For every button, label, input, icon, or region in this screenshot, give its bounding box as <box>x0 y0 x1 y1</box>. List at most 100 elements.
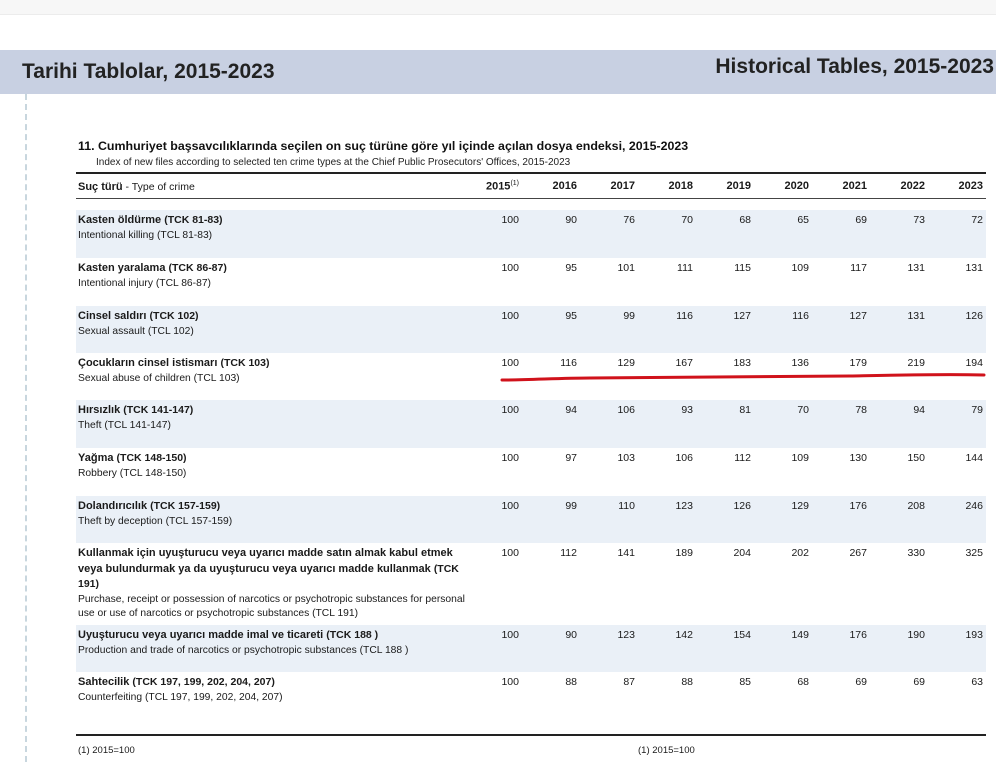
year-header-text: 2022 <box>900 180 925 192</box>
value-cell-2020: 116 <box>792 310 809 322</box>
year-header-2020: 2020 <box>749 180 809 192</box>
value-cell-2022: 208 <box>907 500 925 512</box>
value-cell-2015: 100 <box>501 214 519 226</box>
column-label-sep: - <box>122 181 132 193</box>
value-cell-2020: 109 <box>791 262 809 274</box>
banner-title-en: Historical Tables, 2015-2023 <box>715 55 994 78</box>
value-cell-2021: 127 <box>849 310 867 322</box>
value-cell-2019: 154 <box>733 629 751 641</box>
crime-name-en: Robbery (TCL 148-150) <box>78 467 187 479</box>
value-cell-2023: 126 <box>965 310 983 322</box>
banner-title-tr: Tarihi Tablolar, 2015-2023 <box>22 60 275 83</box>
value-cell-2017: 101 <box>617 262 635 274</box>
crime-name-tr: Çocukların cinsel istismarı <box>78 357 218 369</box>
crime-code-tr: (TCK 141-147) <box>123 404 194 416</box>
table-title: 11. Cumhuriyet başsavcılıklarında seçile… <box>78 139 689 153</box>
crime-name-en: Intentional injury (TCL 86-87) <box>78 277 211 289</box>
table-row: Kullanmak için uyuşturucu veya uyarıcı m… <box>76 543 986 625</box>
value-cell-2019: 85 <box>739 676 751 688</box>
crime-name-tr: Yağma <box>78 452 114 464</box>
column-label-en: Type of crime <box>131 181 195 193</box>
table-row: Dolandırıcılık (TCK 157-159) Theft by dec… <box>76 496 986 543</box>
value-cell-2021: 179 <box>849 357 867 369</box>
year-header-text: 2020 <box>784 180 809 192</box>
value-cell-2022: 94 <box>913 404 925 416</box>
year-header-2023: 2023 <box>923 180 983 192</box>
year-header-text: 2019 <box>726 180 751 192</box>
table-row: Yağma (TCK 148-150) Robbery (TCL 148-150)… <box>76 448 986 496</box>
value-cell-2019: 115 <box>734 262 751 274</box>
value-cell-2023: 325 <box>965 547 983 559</box>
value-cell-2022: 69 <box>913 676 925 688</box>
value-cell-2020: 68 <box>797 676 809 688</box>
table-subtitle: Index of new files according to selected… <box>96 157 571 168</box>
year-header-2019: 2019 <box>691 180 751 192</box>
column-label: Suç türü - Type of crime <box>78 181 195 193</box>
value-cell-2022: 131 <box>907 262 925 274</box>
column-label-tr: Suç türü <box>78 181 123 193</box>
table-top-rule <box>76 172 986 174</box>
crime-code-tr: (TCK 103) <box>220 357 270 369</box>
value-cell-2019: 126 <box>733 500 751 512</box>
value-cell-2017: 76 <box>623 214 635 226</box>
value-cell-2019: 183 <box>733 357 751 369</box>
crime-name-en: Counterfeiting (TCL 197, 199, 202, 204, … <box>78 691 283 703</box>
value-cell-2018: 142 <box>675 629 693 641</box>
value-cell-2017: 129 <box>617 357 635 369</box>
table-row: Kasten yaralama (TCK 86-87) Intentional i… <box>76 258 986 306</box>
crime-name-tr: Hırsızlık <box>78 404 121 416</box>
value-cell-2015: 100 <box>501 676 519 688</box>
crime-name-en: Theft by deception (TCL 157-159) <box>78 515 233 527</box>
value-cell-2017: 103 <box>617 452 635 464</box>
value-cell-2017: 123 <box>617 629 635 641</box>
value-cell-2016: 95 <box>565 310 577 322</box>
table-row: Çocukların cinsel istismarı (TCK 103) Sex… <box>76 353 986 400</box>
crime-type-cell: Yağma (TCK 148-150) Robbery (TCL 148-150) <box>78 451 498 481</box>
value-cell-2022: 131 <box>907 310 925 322</box>
year-header-2018: 2018 <box>633 180 693 192</box>
crime-name-en: Theft (TCL 141-147) <box>78 419 171 431</box>
year-header-text: 2017 <box>610 180 635 192</box>
crime-type-cell: Çocukların cinsel istismarı (TCK 103) Sex… <box>78 356 498 386</box>
crime-code-tr: (TCK 148-150) <box>116 452 187 464</box>
value-cell-2023: 193 <box>965 629 983 641</box>
value-cell-2015: 100 <box>501 547 519 559</box>
crime-name-tr: Dolandırıcılık <box>78 500 148 512</box>
year-header-text: 2023 <box>958 180 983 192</box>
value-cell-2015: 100 <box>501 310 519 322</box>
value-cell-2016: 90 <box>565 629 577 641</box>
value-cell-2016: 94 <box>565 404 577 416</box>
crime-name-tr: Kasten öldürme <box>78 214 162 226</box>
value-cell-2015: 100 <box>501 357 519 369</box>
crime-code-tr: (TCK 197, 199, 202, 204, 207) <box>132 676 275 688</box>
viewer-top-strip <box>0 0 996 15</box>
crime-code-tr: (TCK 102) <box>149 310 199 322</box>
value-cell-2023: 79 <box>971 404 983 416</box>
crime-name-en: Intentional killing (TCL 81-83) <box>78 229 213 241</box>
year-header-text: 2018 <box>668 180 693 192</box>
value-cell-2020: 202 <box>791 547 809 559</box>
value-cell-2021: 117 <box>850 262 867 274</box>
footnote-left: (1) 2015=100 <box>78 745 135 756</box>
value-cell-2016: 95 <box>565 262 577 274</box>
value-cell-2021: 78 <box>855 404 867 416</box>
value-cell-2018: 88 <box>681 676 693 688</box>
crime-type-cell: Kasten öldürme (TCK 81-83) Intentional ki… <box>78 213 498 243</box>
value-cell-2021: 69 <box>855 214 867 226</box>
value-cell-2023: 72 <box>971 214 983 226</box>
crime-name-tr: Kasten yaralama <box>78 262 166 274</box>
value-cell-2023: 144 <box>965 452 983 464</box>
year-header-text: 2021 <box>842 180 867 192</box>
crime-name-tr: Uyuşturucu veya uyarıcı madde imal ve ti… <box>78 629 324 641</box>
crime-type-cell: Cinsel saldırı (TCK 102) Sexual assault (… <box>78 309 498 339</box>
page-banner: Tarihi Tablolar, 2015-2023 Historical Ta… <box>0 50 996 94</box>
value-cell-2022: 190 <box>907 629 925 641</box>
footnote-right: (1) 2015=100 <box>638 745 695 756</box>
value-cell-2023: 194 <box>965 357 983 369</box>
value-cell-2018: 123 <box>675 500 693 512</box>
value-cell-2023: 63 <box>971 676 983 688</box>
value-cell-2021: 176 <box>849 500 867 512</box>
value-cell-2017: 99 <box>623 310 635 322</box>
value-cell-2020: 109 <box>791 452 809 464</box>
value-cell-2022: 73 <box>913 214 925 226</box>
